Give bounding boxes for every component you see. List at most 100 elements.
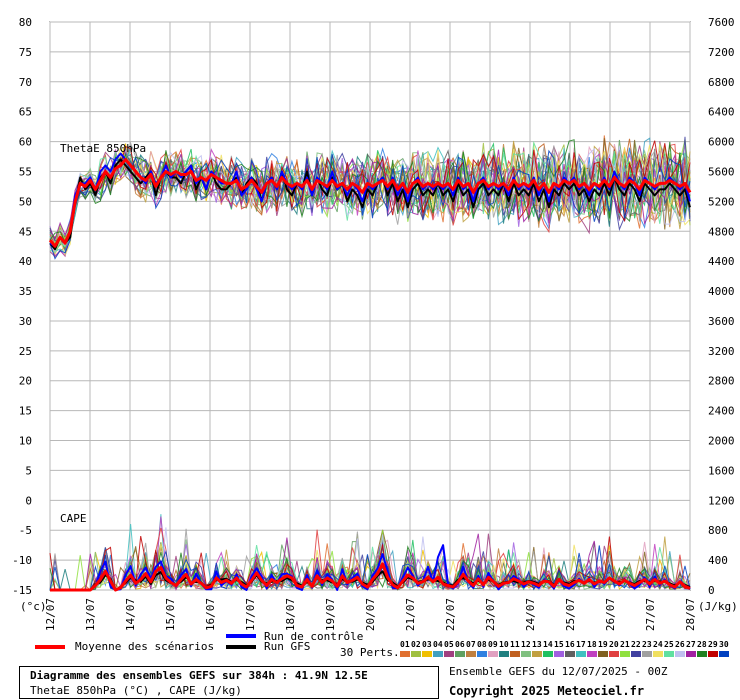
pert-number: 30 [719, 640, 729, 649]
left-tick-label: 75 [19, 46, 32, 59]
pert-number: 23 [642, 640, 652, 649]
pert-color-swatch [499, 651, 509, 657]
pert-color-swatch [433, 651, 443, 657]
pert-color-swatch [620, 651, 630, 657]
left-tick-label: 80 [19, 16, 32, 29]
right-tick-label: 2800 [708, 375, 735, 388]
pert-number: 20 [609, 640, 619, 649]
pert-color-swatch [631, 651, 641, 657]
pert-number: 27 [686, 640, 696, 649]
copyright: Copyright 2025 Meteociel.fr [449, 684, 645, 698]
x-tick-label: 12/07 [44, 598, 57, 631]
pert-number: 12 [521, 640, 531, 649]
x-tick-label: 13/07 [84, 598, 97, 631]
right-tick-label: 5200 [708, 195, 735, 208]
x-tick-label: 14/07 [124, 598, 137, 631]
pert-number: 17 [576, 640, 586, 649]
pert-number: 22 [631, 640, 641, 649]
x-tick-label: 25/07 [564, 598, 577, 631]
pert-number: 26 [675, 640, 685, 649]
pert-color-swatch [411, 651, 421, 657]
right-tick-label: 800 [708, 524, 728, 537]
pert-number: 03 [422, 640, 432, 649]
left-tick-label: 45 [19, 225, 32, 238]
x-tick-label: 28/07 [684, 598, 697, 631]
info-subtitle: ThetaE 850hPa (°C) , CAPE (J/kg) [30, 684, 242, 697]
right-tick-label: 6000 [708, 136, 735, 149]
pert-number: 01 [400, 640, 410, 649]
pert-number: 16 [565, 640, 575, 649]
mean-cape-line [50, 562, 691, 592]
pert-number: 24 [653, 640, 663, 649]
left-tick-label: 10 [19, 435, 32, 448]
pert-number: 18 [587, 640, 597, 649]
left-tick-label: 55 [19, 165, 32, 178]
right-tick-label: 3200 [708, 345, 735, 358]
pert-number: 28 [697, 640, 707, 649]
gfs-legend-label: Run GFS [264, 640, 311, 653]
pert-number: 08 [477, 640, 487, 649]
pert-color-swatch [565, 651, 575, 657]
right-tick-label: 7200 [708, 46, 735, 59]
right-tick-label: 3600 [708, 315, 735, 328]
pert-color-swatch [697, 651, 707, 657]
pert-color-swatch [444, 651, 454, 657]
left-tick-label: 40 [19, 255, 32, 268]
pert-number: 19 [598, 640, 608, 649]
pert-number: 04 [433, 640, 443, 649]
pert-color-swatch [400, 651, 410, 657]
right-tick-label: 7600 [708, 16, 735, 29]
pert-color-swatch [598, 651, 608, 657]
left-tick-label: 35 [19, 285, 32, 298]
right-axis-unit: (J/kg) [698, 600, 738, 613]
x-tick-label: 19/07 [324, 598, 337, 631]
pert-number: 05 [444, 640, 454, 649]
right-tick-label: 0 [708, 584, 715, 597]
x-tick-label: 20/07 [364, 598, 377, 631]
pert-number: 07 [466, 640, 476, 649]
left-tick-label: -5 [19, 524, 32, 537]
pert-color-swatch [686, 651, 696, 657]
pert-number: 06 [455, 640, 465, 649]
right-axis-ticks: 7600720068006400600056005200480044004000… [708, 16, 735, 597]
right-tick-label: 1200 [708, 494, 735, 507]
x-tick-label: 27/07 [644, 598, 657, 631]
right-tick-label: 2400 [708, 405, 735, 418]
main-series [48, 152, 692, 592]
pert-number: 13 [532, 640, 542, 649]
x-tick-label: 18/07 [284, 598, 297, 631]
left-tick-label: -15 [12, 584, 32, 597]
pert-color-swatch [653, 651, 663, 657]
x-tick-label: 22/07 [444, 598, 457, 631]
right-tick-label: 4000 [708, 285, 735, 298]
ensemble-chart: 80757065605550454035302520151050-5-10-15… [12, 16, 738, 631]
pert-number: 15 [554, 640, 564, 649]
right-tick-label: 4400 [708, 255, 735, 268]
pert-color-swatch [543, 651, 553, 657]
pert-color-swatch [422, 651, 432, 657]
left-tick-label: 70 [19, 76, 32, 89]
x-tick-label: 17/07 [244, 598, 257, 631]
pert-color-swatch [455, 651, 465, 657]
left-tick-label: 20 [19, 375, 32, 388]
right-tick-label: 6800 [708, 76, 735, 89]
mean-legend-label: Moyenne des scénarios [75, 640, 215, 653]
info-title: Diagramme des ensembles GEFS sur 384h : … [30, 669, 368, 682]
member-line [49, 149, 691, 260]
x-tick-label: 21/07 [404, 598, 417, 631]
pert-number: 02 [411, 640, 421, 649]
run-label: Ensemble GEFS du 12/07/2025 - 00Z [449, 665, 668, 678]
pert-number: 09 [488, 640, 498, 649]
left-tick-label: 0 [25, 494, 32, 507]
pert-number: 29 [708, 640, 718, 649]
pert-color-swatch [675, 651, 685, 657]
thetae-panel-label: ThetaE 850hPa [60, 142, 146, 155]
pert-color-swatch [708, 651, 718, 657]
left-tick-label: 50 [19, 195, 32, 208]
pert-color-swatch [587, 651, 597, 657]
pert-color-swatch [477, 651, 487, 657]
pert-number: 21 [620, 640, 630, 649]
pert-color-swatch [576, 651, 586, 657]
pert-color-swatch [609, 651, 619, 657]
